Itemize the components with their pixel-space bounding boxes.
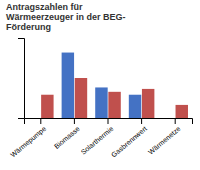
title-line: Förderung bbox=[6, 22, 51, 32]
bar bbox=[95, 87, 107, 118]
x-tick: Solarthermie bbox=[80, 118, 115, 156]
series bbox=[41, 78, 188, 118]
y-axis bbox=[18, 39, 25, 119]
bar bbox=[108, 92, 120, 118]
chart: Antragszahlen fürWärmeerzeuger in der BE… bbox=[0, 0, 200, 170]
x-tick-mark bbox=[74, 118, 75, 124]
x-tick-mark bbox=[175, 118, 176, 124]
bar bbox=[162, 118, 174, 119]
bars bbox=[41, 53, 188, 118]
x-axis: WärmepumpeBiomasseSolarthermieGasbrennwe… bbox=[9, 118, 192, 159]
x-tick-mark bbox=[40, 118, 41, 124]
y-axis-line bbox=[18, 39, 25, 119]
x-tick-label: Wärmenetze bbox=[147, 125, 182, 156]
bar bbox=[28, 118, 40, 119]
x-tick-mark bbox=[108, 118, 109, 124]
x-tick-label: Biomasse bbox=[53, 125, 81, 150]
bar bbox=[41, 95, 53, 118]
title-line: Wärmeerzeuger in der BEG- bbox=[6, 12, 126, 22]
series bbox=[62, 53, 142, 118]
bar bbox=[176, 105, 188, 118]
bar bbox=[142, 89, 154, 118]
x-axis-line bbox=[25, 119, 193, 125]
title: Antragszahlen fürWärmeerzeuger in der BE… bbox=[6, 2, 126, 32]
x-tick-mark bbox=[141, 118, 142, 124]
x-tick: Biomasse bbox=[53, 118, 81, 150]
x-tick: Wärmepumpe bbox=[9, 118, 48, 159]
x-tick: Gasbrennwert bbox=[110, 118, 148, 158]
bar bbox=[129, 95, 141, 118]
title-line: Antragszahlen für bbox=[6, 2, 83, 12]
bar bbox=[75, 78, 87, 118]
bar bbox=[62, 53, 74, 118]
x-tick: Wärmenetze bbox=[147, 118, 182, 156]
x-tick-label: Gasbrennwert bbox=[110, 125, 148, 159]
x-tick-label: Solarthermie bbox=[80, 125, 115, 156]
x-tick-label: Wärmepumpe bbox=[9, 125, 48, 159]
